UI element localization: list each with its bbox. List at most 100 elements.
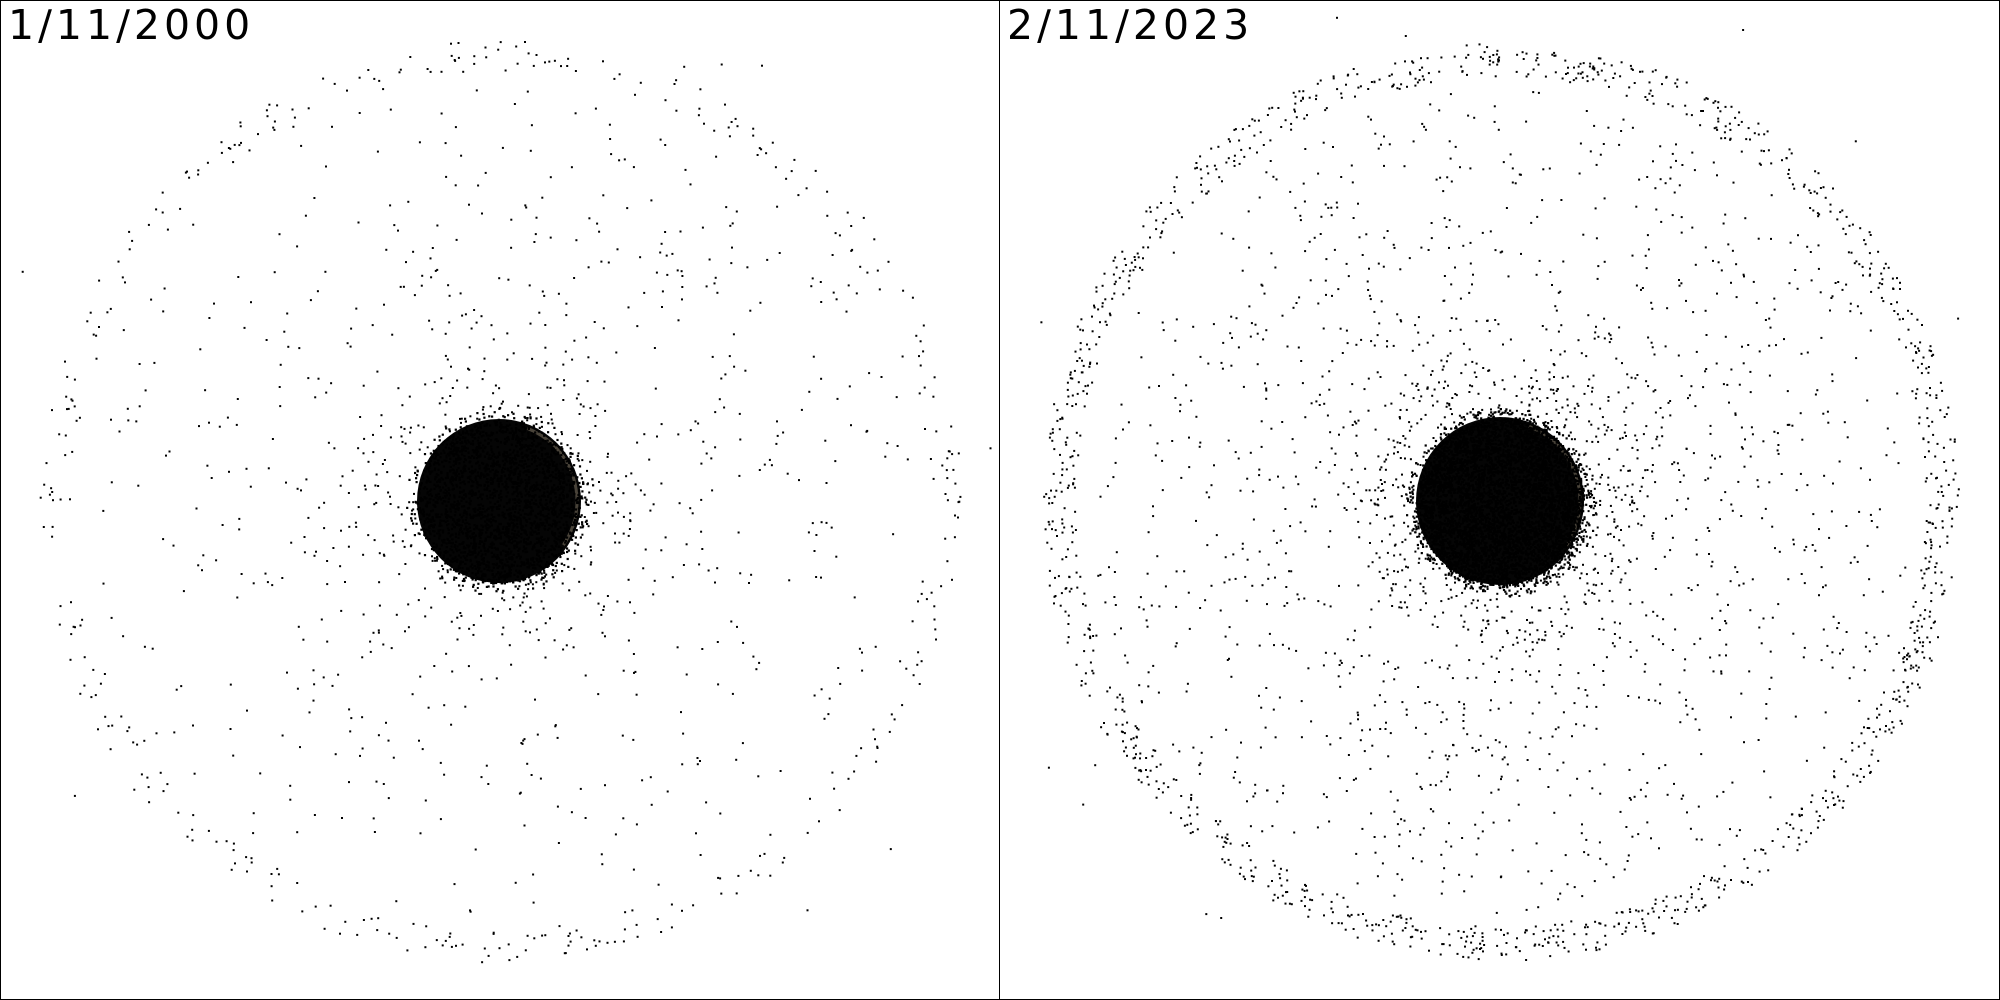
debris-dot (639, 489, 642, 492)
debris-dot (584, 817, 587, 819)
debris-dot (79, 692, 82, 695)
debris-dot (470, 515, 473, 518)
debris-dot (197, 173, 200, 176)
debris-dot (493, 420, 496, 423)
debris-dot (439, 818, 442, 821)
debris-dot (491, 451, 494, 454)
debris-dot (570, 166, 573, 169)
debris-dot (584, 496, 587, 499)
debris-dot (561, 570, 564, 573)
debris-dot (314, 396, 317, 399)
debris-dot (563, 532, 566, 535)
debris-dot (215, 559, 218, 562)
debris-dot (464, 458, 467, 461)
debris-dot (659, 138, 662, 141)
debris-dot (597, 693, 600, 696)
debris-dot (447, 528, 450, 532)
debris-dot (401, 540, 404, 543)
debris-dot (567, 512, 570, 515)
debris-dot (500, 471, 504, 474)
debris-dot (67, 407, 70, 410)
debris-dot (1465, 547, 1468, 550)
debris-dot (474, 589, 477, 592)
debris-dot (818, 820, 820, 823)
debris-dot (387, 797, 390, 800)
debris-dot (547, 555, 551, 558)
debris-dot (501, 466, 505, 469)
debris-dot (575, 529, 578, 532)
debris-dot (1453, 504, 1457, 508)
debris-dot (541, 196, 544, 199)
debris-dot (1467, 541, 1470, 544)
debris-dot (1466, 473, 1469, 477)
debris-dot (1535, 579, 1538, 583)
debris-dot (523, 430, 526, 433)
debris-dot (305, 478, 308, 481)
debris-dot (481, 378, 484, 381)
debris-dot (1468, 476, 1471, 479)
debris-dot (476, 508, 479, 512)
debris-dot (560, 552, 563, 555)
debris-dot (473, 528, 476, 531)
debris-dot (944, 537, 947, 540)
debris-dot (759, 301, 762, 304)
debris-dot (959, 495, 962, 498)
debris-dot (437, 453, 440, 456)
debris-dot (484, 171, 487, 174)
debris-dot (573, 567, 576, 570)
earth-lit-limb (526, 426, 579, 546)
debris-dot (518, 484, 521, 487)
debris-dot (815, 534, 818, 536)
debris-dot (232, 842, 235, 845)
debris-dot (386, 471, 389, 474)
debris-dot (544, 477, 547, 480)
debris-dot (496, 474, 499, 477)
debris-dot (483, 567, 486, 571)
debris-dot (1441, 539, 1444, 542)
debris-dot (552, 447, 555, 450)
debris-dot (480, 555, 483, 558)
debris-dot (240, 141, 242, 144)
debris-dot (448, 430, 451, 433)
debris-dot (580, 495, 583, 498)
debris-dot (400, 426, 403, 429)
debris-dot (309, 299, 312, 302)
debris-dot (1508, 476, 1511, 479)
debris-dot (540, 578, 543, 581)
debris-dot (208, 317, 211, 319)
debris-dot (1575, 502, 1578, 505)
debris-dot (495, 578, 498, 582)
debris-dot (531, 435, 534, 438)
debris-dot (478, 447, 481, 450)
debris-dot (437, 479, 440, 482)
debris-dot (172, 544, 175, 547)
debris-dot (478, 422, 481, 425)
debris-dot (776, 420, 778, 423)
debris-dot (564, 530, 567, 533)
debris-dot (682, 564, 685, 566)
debris-dot (571, 532, 574, 535)
debris-dot (456, 521, 459, 524)
debris-dot (460, 516, 463, 519)
debris-dot (389, 495, 391, 498)
debris-dot (339, 484, 342, 487)
debris-dot (166, 228, 169, 231)
debris-dot (529, 541, 532, 544)
debris-dot (820, 688, 823, 691)
debris-dot (459, 437, 462, 440)
debris-dot (415, 477, 418, 480)
debris-dot (69, 658, 72, 661)
debris-dot (148, 801, 151, 804)
debris-dot (458, 531, 461, 534)
debris-dot (560, 485, 563, 488)
debris-dot (452, 436, 455, 439)
debris-dot (736, 625, 738, 628)
debris-dot (551, 450, 554, 453)
debris-dot (236, 398, 239, 400)
debris-dot (562, 523, 565, 526)
debris-dot (604, 635, 606, 638)
debris-dot (606, 501, 609, 504)
debris-dot (369, 640, 372, 643)
debris-dot (356, 933, 359, 936)
debris-dot (500, 562, 504, 565)
